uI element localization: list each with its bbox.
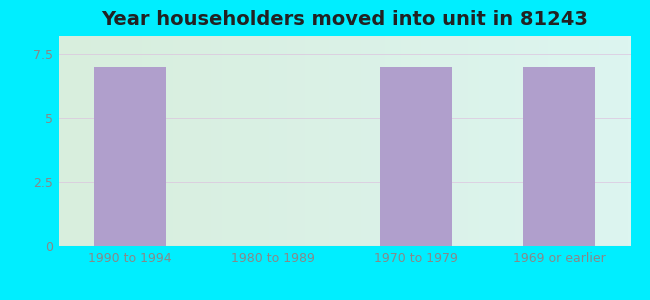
Bar xyxy=(523,67,595,246)
Title: Year householders moved into unit in 81243: Year householders moved into unit in 812… xyxy=(101,10,588,29)
Bar xyxy=(94,67,166,246)
Bar xyxy=(380,67,452,246)
